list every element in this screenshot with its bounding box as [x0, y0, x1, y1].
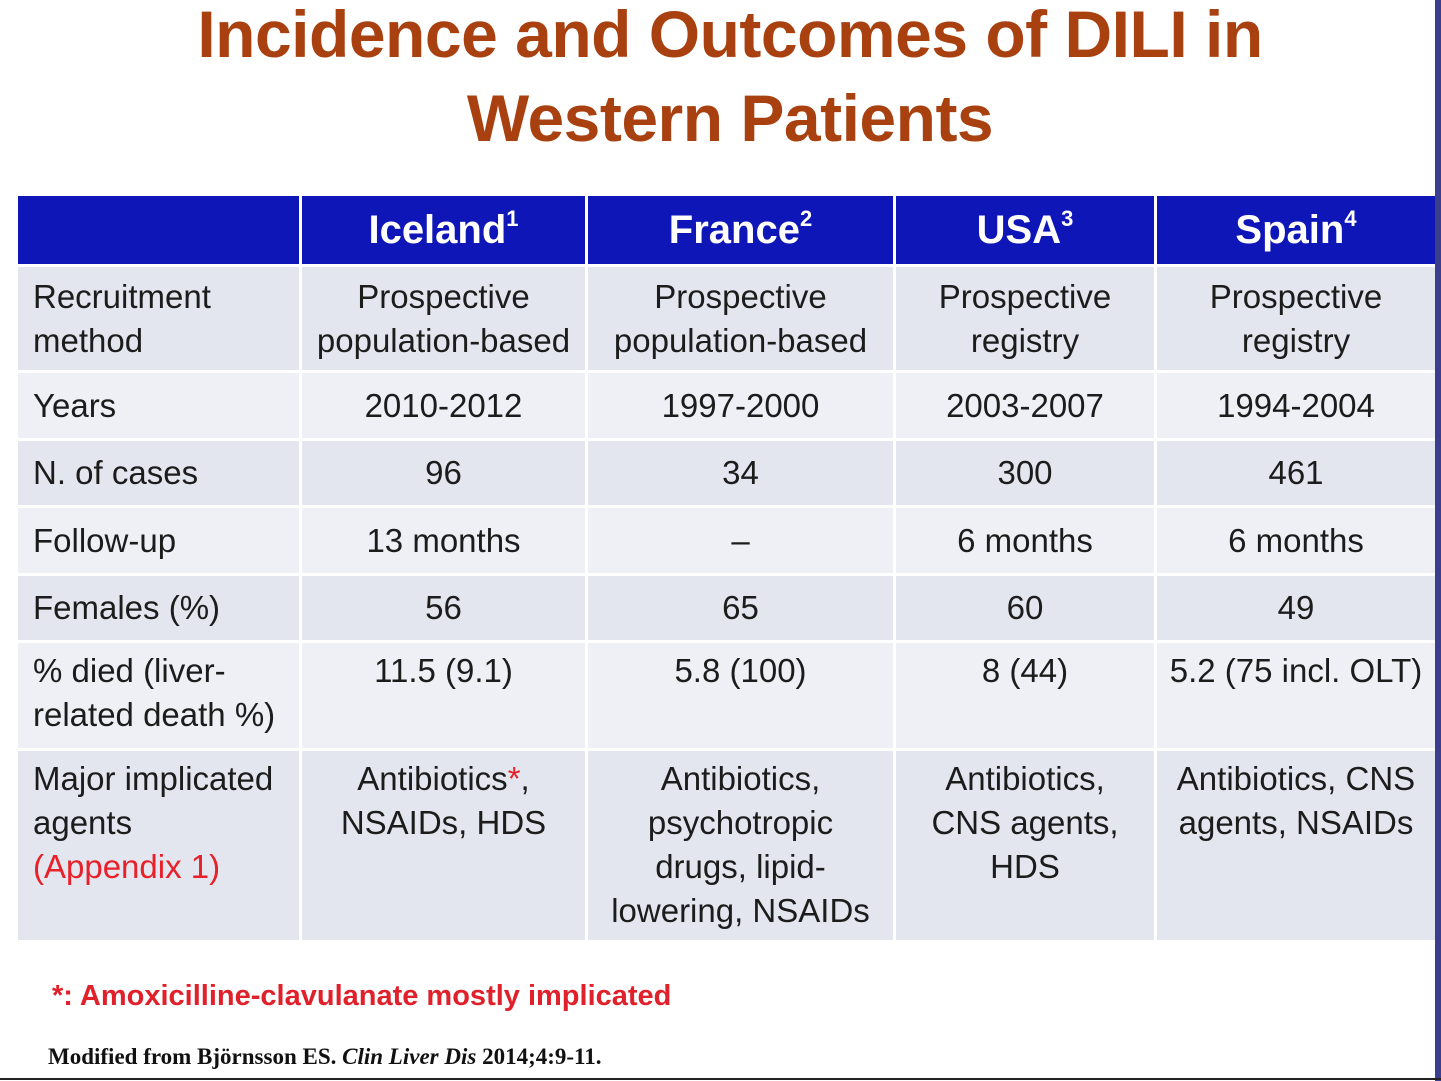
asterisk-marker: *	[507, 760, 521, 797]
header-empty-cell	[18, 196, 302, 267]
cell-cases-spain: 461	[1157, 441, 1435, 508]
cell-agents-spain: Antibiotics, CNS agents, NSAIDs	[1157, 751, 1435, 943]
slide-bottom-rule	[0, 1078, 1441, 1080]
cell-followup-spain: 6 months	[1157, 508, 1435, 576]
cell-followup-iceland: 13 months	[302, 508, 588, 576]
footnote: *: Amoxicilline-clavulanate mostly impli…	[52, 980, 672, 1012]
row-label-recruitment: Recruitment method	[18, 267, 302, 373]
table-row-agents: Major implicated agents (Appendix 1) Ant…	[18, 751, 1435, 943]
appendix-reference: (Appendix 1)	[33, 848, 221, 885]
cell-years-spain: 1994-2004	[1157, 373, 1435, 441]
cell-followup-france: –	[588, 508, 896, 576]
cell-died-spain: 5.2 (75 incl. OLT)	[1157, 643, 1435, 751]
cell-recruitment-france: Prospective population-based	[588, 267, 896, 373]
cell-recruitment-iceland: Prospective population-based	[302, 267, 588, 373]
row-label-died: % died (liver- related death %)	[18, 643, 302, 751]
cell-agents-france: Antibiotics, psychotropic drugs, lipid- …	[588, 751, 896, 943]
row-label-cases: N. of cases	[18, 441, 302, 508]
cell-recruitment-usa: Prospective registry	[896, 267, 1157, 373]
cell-cases-iceland: 96	[302, 441, 588, 508]
slide-title-line1: Incidence and Outcomes of DILI in	[197, 0, 1263, 71]
row-label-years: Years	[18, 373, 302, 441]
cell-females-usa: 60	[896, 576, 1157, 643]
cell-years-iceland: 2010-2012	[302, 373, 588, 441]
slide-title-line2: Western Patients	[466, 81, 994, 155]
source-citation: Modified from Björnsson ES. Clin Liver D…	[48, 1044, 602, 1069]
table-row-years: Years 2010-2012 1997-2000 2003-2007 1994…	[18, 373, 1435, 441]
cell-years-usa: 2003-2007	[896, 373, 1157, 441]
table-row-females: Females (%) 56 65 60 49	[18, 576, 1435, 643]
row-label-followup: Follow-up	[18, 508, 302, 576]
header-france: France2	[588, 196, 896, 267]
cell-died-usa: 8 (44)	[896, 643, 1157, 751]
cell-females-france: 65	[588, 576, 896, 643]
header-usa: USA3	[896, 196, 1157, 267]
table-header-row: Iceland1 France2 USA3 Spain4	[18, 196, 1435, 267]
row-label-agents: Major implicated agents (Appendix 1)	[18, 751, 302, 943]
cell-cases-usa: 300	[896, 441, 1157, 508]
cell-agents-usa: Antibiotics, CNS agents, HDS	[896, 751, 1157, 943]
table-row-died: % died (liver- related death %) 11.5 (9.…	[18, 643, 1435, 751]
cell-followup-usa: 6 months	[896, 508, 1157, 576]
slide-title: Incidence and Outcomes of DILI in Wester…	[0, 0, 1441, 160]
cell-years-france: 1997-2000	[588, 373, 896, 441]
cell-females-spain: 49	[1157, 576, 1435, 643]
slide-right-border	[1435, 0, 1441, 1081]
cell-recruitment-spain: Prospective registry	[1157, 267, 1435, 373]
table-row-followup: Follow-up 13 months – 6 months 6 months	[18, 508, 1435, 576]
cell-died-france: 5.8 (100)	[588, 643, 896, 751]
cell-cases-france: 34	[588, 441, 896, 508]
row-label-females: Females (%)	[18, 576, 302, 643]
dili-table: Iceland1 France2 USA3 Spain4 Recruitment…	[18, 196, 1435, 943]
header-iceland: Iceland1	[302, 196, 588, 267]
cell-females-iceland: 56	[302, 576, 588, 643]
table-row-cases: N. of cases 96 34 300 461	[18, 441, 1435, 508]
cell-agents-iceland: Antibiotics*, NSAIDs, HDS	[302, 751, 588, 943]
header-spain: Spain4	[1157, 196, 1435, 267]
cell-died-iceland: 11.5 (9.1)	[302, 643, 588, 751]
table-row-recruitment: Recruitment method Prospective populatio…	[18, 267, 1435, 373]
